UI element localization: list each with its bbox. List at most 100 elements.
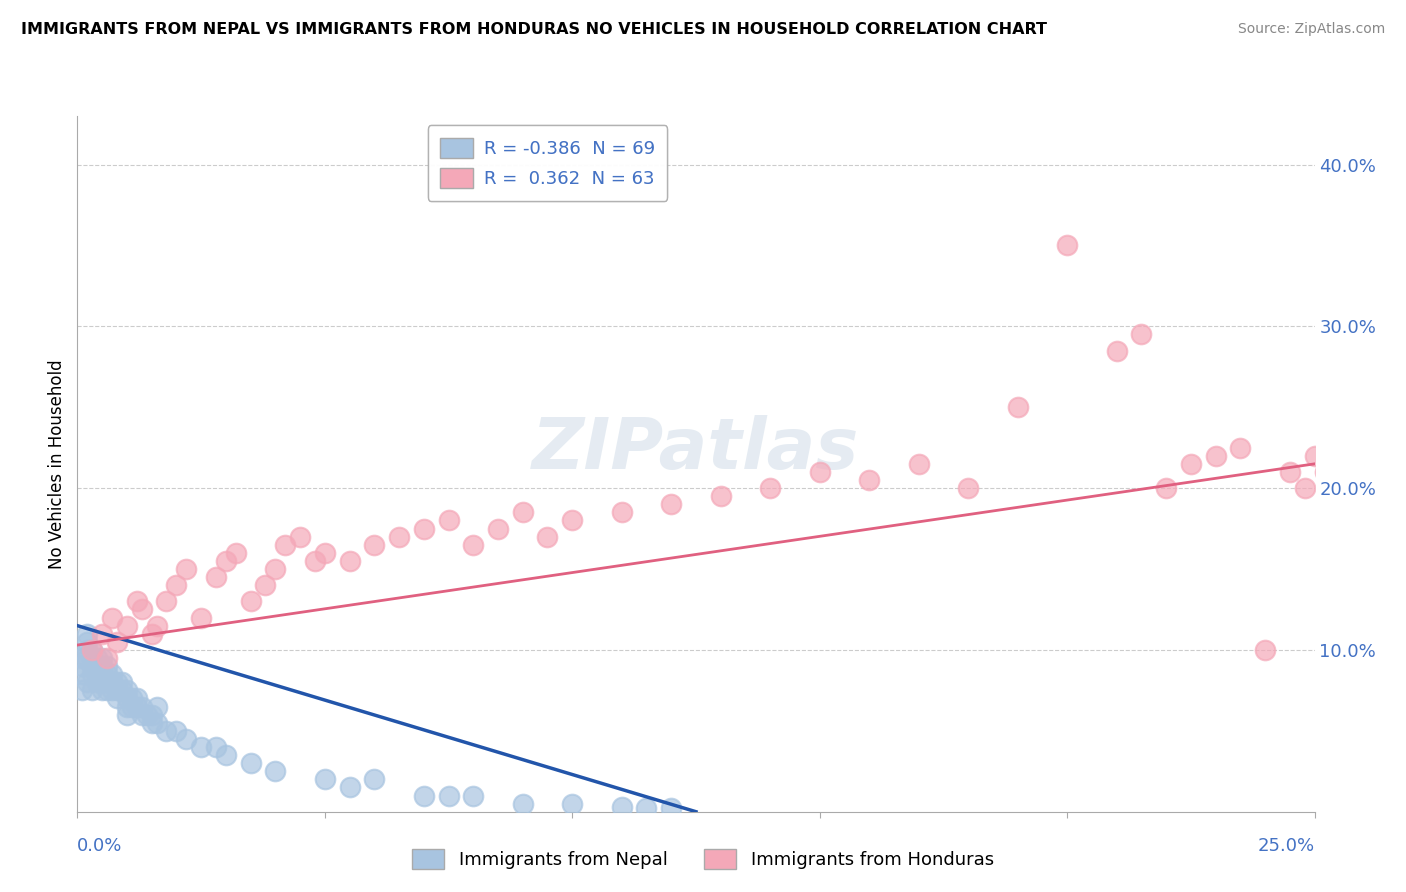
Point [610,505,633,519]
Point [288,530,311,544]
Point [512,505,534,519]
Point [115,691,138,706]
Point [86,667,108,681]
Point [86,659,108,673]
Point [101,683,124,698]
Point [339,554,361,568]
Point [135,707,157,722]
Point [759,481,782,495]
Point [76,643,98,657]
Point [101,675,124,690]
Point [115,699,138,714]
Point [190,739,212,754]
Point [141,715,163,730]
Point [141,626,163,640]
Point [115,683,138,698]
Point [86,651,108,665]
Point [111,683,134,698]
Point [72,651,94,665]
Point [82,643,104,657]
Point [174,562,197,576]
Point [1392,452,1406,467]
Point [808,465,831,479]
Point [858,473,880,487]
Point [561,513,583,527]
Point [463,538,485,552]
Point [1294,481,1316,495]
Point [190,610,212,624]
Point [412,522,434,536]
Point [101,667,124,681]
Point [145,715,167,730]
Point [274,538,297,552]
Point [72,659,94,673]
Text: Source: ZipAtlas.com: Source: ZipAtlas.com [1237,22,1385,37]
Point [82,683,104,698]
Point [91,626,114,640]
Point [659,801,682,815]
Point [82,659,104,673]
Point [1313,465,1336,479]
Point [437,789,460,803]
Point [155,723,177,738]
Text: 25.0%: 25.0% [1257,837,1315,855]
Point [131,707,153,722]
Point [512,797,534,811]
Point [1056,238,1078,252]
Point [105,675,128,690]
Point [121,699,143,714]
Point [82,651,104,665]
Point [1402,461,1406,475]
Point [91,683,114,698]
Point [314,546,336,560]
Point [72,667,94,681]
Point [437,513,460,527]
Point [96,651,118,665]
Point [76,651,98,665]
Point [304,554,326,568]
Point [105,683,128,698]
Point [115,707,138,722]
Point [239,756,262,771]
Point [101,610,124,624]
Point [76,635,98,649]
Point [412,789,434,803]
Point [205,739,228,754]
Point [165,723,187,738]
Point [96,659,118,673]
Point [155,594,177,608]
Point [1343,452,1365,467]
Y-axis label: No Vehicles in Household: No Vehicles in Household [48,359,66,569]
Point [91,651,114,665]
Point [131,699,153,714]
Point [1007,401,1029,415]
Point [96,683,118,698]
Point [1353,449,1375,463]
Point [215,554,238,568]
Point [76,675,98,690]
Point [82,643,104,657]
Point [125,691,148,706]
Point [239,594,262,608]
Point [659,497,682,511]
Point [636,801,658,815]
Point [125,699,148,714]
Point [1154,481,1177,495]
Point [96,675,118,690]
Point [115,618,138,632]
Point [1329,457,1351,471]
Point [111,675,134,690]
Point [388,530,411,544]
Point [72,683,94,698]
Point [145,618,167,632]
Point [96,667,118,681]
Point [1303,449,1326,463]
Point [254,578,277,592]
Point [125,594,148,608]
Point [205,570,228,584]
Point [165,578,187,592]
Text: 0.0%: 0.0% [77,837,122,855]
Point [536,530,558,544]
Point [463,789,485,803]
Legend: R = -0.386  N = 69, R =  0.362  N = 63: R = -0.386 N = 69, R = 0.362 N = 63 [427,125,668,201]
